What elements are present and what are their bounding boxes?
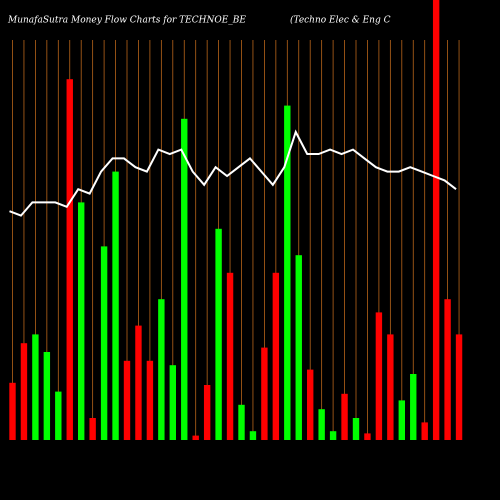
bar xyxy=(410,374,417,440)
bar xyxy=(226,272,234,440)
money-flow-line xyxy=(9,129,457,217)
bar xyxy=(169,365,176,440)
bar xyxy=(398,400,405,440)
bar xyxy=(444,299,451,440)
bar xyxy=(329,431,337,440)
bar xyxy=(112,171,119,440)
bar xyxy=(89,418,96,440)
bar xyxy=(352,418,360,440)
bar xyxy=(181,118,188,441)
bar xyxy=(341,393,348,440)
bar xyxy=(215,228,222,440)
bar xyxy=(318,409,325,440)
bar xyxy=(32,334,39,440)
bar xyxy=(66,79,73,440)
bar xyxy=(387,334,394,440)
bar xyxy=(9,382,16,440)
bar xyxy=(295,255,302,440)
bar xyxy=(249,431,257,440)
bar xyxy=(375,312,383,440)
bar xyxy=(203,385,211,440)
bar xyxy=(238,404,245,440)
bar xyxy=(455,334,463,440)
bar xyxy=(43,352,51,440)
bar xyxy=(307,369,314,440)
bar xyxy=(272,272,280,440)
bar xyxy=(364,433,371,440)
bar xyxy=(192,435,199,440)
bar xyxy=(432,0,440,440)
bar xyxy=(78,202,85,440)
chart-title: MunafaSutra Money Flow Charts for TECHNO… xyxy=(7,16,246,26)
bar xyxy=(135,325,142,440)
bar xyxy=(284,105,291,440)
bar xyxy=(158,299,165,440)
bar xyxy=(20,343,28,440)
bar xyxy=(100,246,108,440)
bar xyxy=(421,422,428,440)
bar xyxy=(261,347,268,440)
bar xyxy=(55,391,62,440)
bar xyxy=(146,360,154,440)
bar xyxy=(123,360,131,440)
chart-subtitle: (Techno Elec & Eng C xyxy=(290,15,391,26)
